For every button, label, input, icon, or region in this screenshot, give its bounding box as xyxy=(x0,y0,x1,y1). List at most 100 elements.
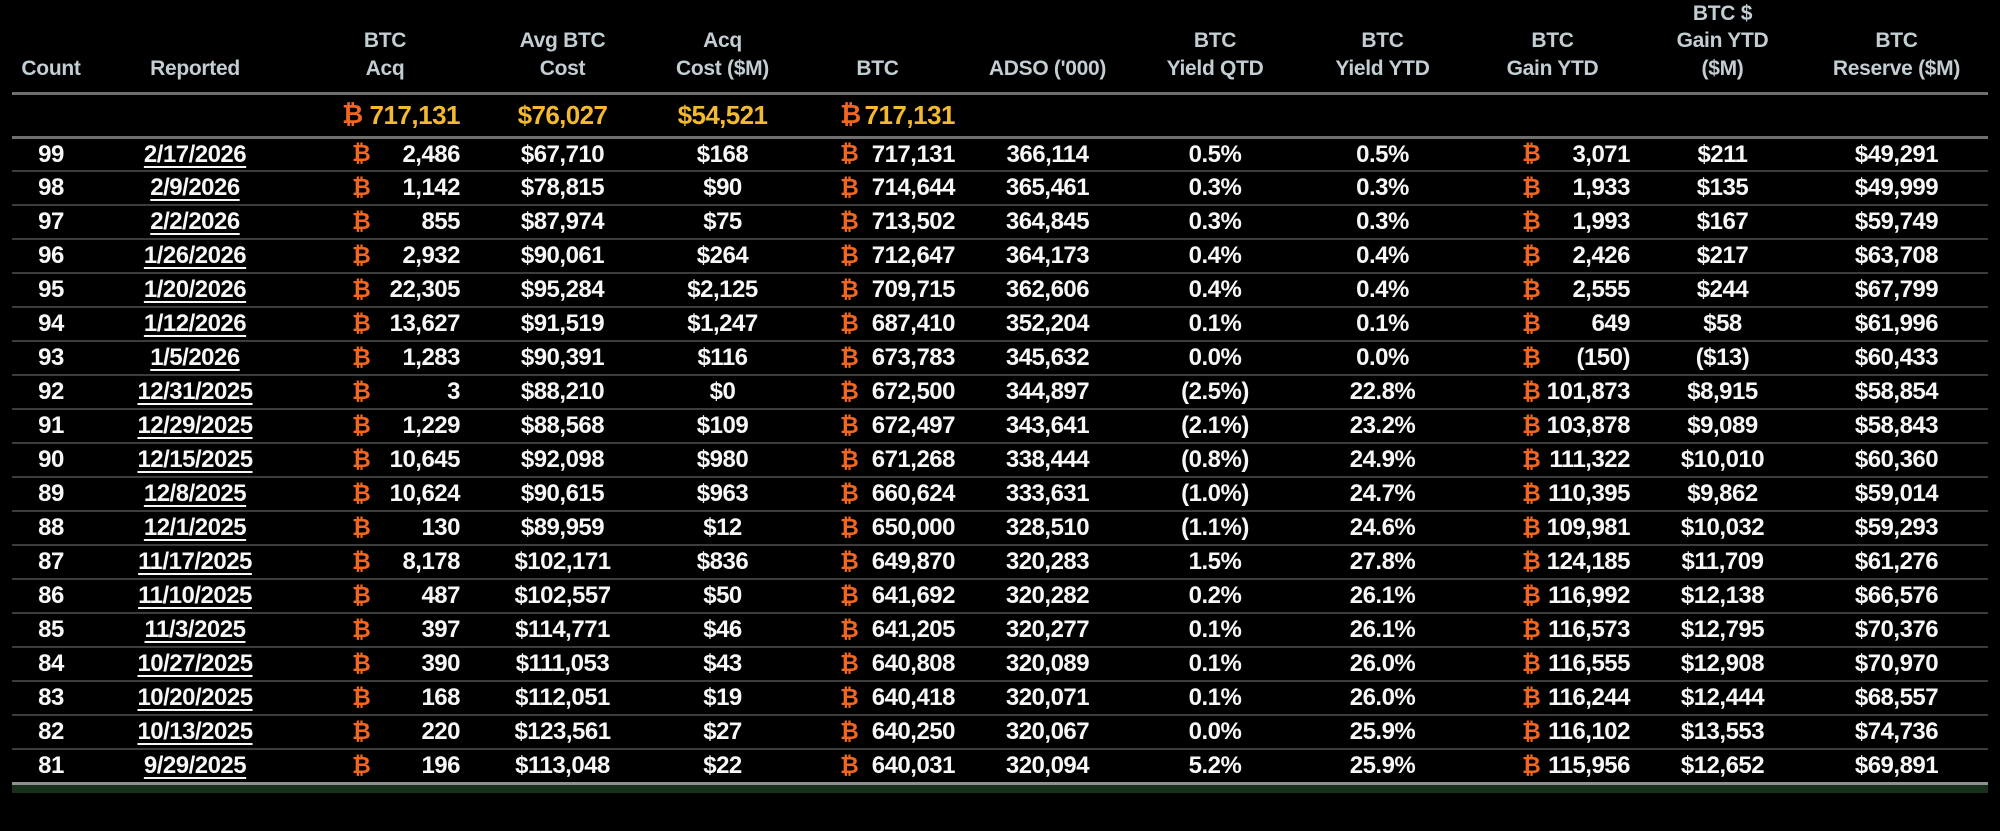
reported-cell: 11/10/2025 xyxy=(90,579,300,615)
yield-qtd-value: 0.4% xyxy=(1188,276,1242,304)
adso-value: 320,071 xyxy=(1005,684,1090,712)
reported-date-link[interactable]: 1/20/2026 xyxy=(143,276,247,304)
count-value: 91 xyxy=(38,412,64,440)
acq-cost-value: $963 xyxy=(696,480,749,508)
gain-ytd-usd-value: $10,010 xyxy=(1680,446,1765,474)
btc-acq-cell: ₿ 1,142 xyxy=(300,171,470,207)
yield-ytd-value: 25.9% xyxy=(1349,718,1416,746)
reserve-value: $61,276 xyxy=(1854,548,1939,576)
avg-btc-cost-cell: $95,284 xyxy=(470,273,655,309)
adso-cell: 320,067 xyxy=(965,715,1130,751)
btc-acq-cell: ₿ 10,645 xyxy=(300,443,470,479)
btc-icon: ₿ xyxy=(1522,174,1541,201)
gain-ytd-cell: ₿ 116,992 xyxy=(1465,579,1640,615)
reported-date-link[interactable]: 12/15/2025 xyxy=(137,446,253,474)
yield-ytd-value: 0.3% xyxy=(1356,208,1409,236)
btc-total-value: 672,497 xyxy=(871,412,956,440)
reported-date-link[interactable]: 1/12/2026 xyxy=(143,310,247,338)
gain-ytd-usd-cell: $9,862 xyxy=(1640,477,1805,513)
btc-total-cell: ₿ 640,250 xyxy=(790,715,965,751)
adso-cell: 328,510 xyxy=(965,511,1130,547)
column-header-label: BTC Reserve ($M) xyxy=(1832,29,1961,80)
reported-cell: 11/3/2025 xyxy=(90,613,300,649)
reserve-value: $60,360 xyxy=(1854,446,1939,474)
btc-total-value: 709,715 xyxy=(871,276,956,304)
gain-ytd-usd-cell: $217 xyxy=(1640,239,1805,275)
reported-date-link[interactable]: 1/5/2026 xyxy=(150,344,240,372)
btc-icon: ₿ xyxy=(1522,752,1541,779)
btc-icon: ₿ xyxy=(840,480,859,507)
btc-icon: ₿ xyxy=(1522,650,1541,677)
reported-date-link[interactable]: 12/8/2025 xyxy=(143,480,247,508)
summary-btc-total-cell: ₿ 717,131 xyxy=(790,93,965,139)
btc-icon: ₿ xyxy=(840,718,859,745)
yield-ytd-value: 24.9% xyxy=(1349,446,1416,474)
reported-date-link[interactable]: 2/17/2026 xyxy=(143,140,247,168)
reported-date-link[interactable]: 11/17/2025 xyxy=(138,548,252,576)
count-cell: 93 xyxy=(12,341,90,377)
btc-total-value: 649,870 xyxy=(871,548,956,576)
yield-ytd-value: 23.2% xyxy=(1349,412,1416,440)
reported-date-link[interactable]: 1/26/2026 xyxy=(143,242,247,270)
column-header-gain_ytd_m: BTC $ Gain YTD ($M) xyxy=(1640,0,1805,95)
reported-date-link[interactable]: 12/29/2025 xyxy=(137,412,253,440)
count-cell: 89 xyxy=(12,477,90,513)
yield-qtd-value: (1.0%) xyxy=(1181,480,1249,508)
reported-date-link[interactable]: 12/31/2025 xyxy=(137,378,253,406)
table-row: 90 12/15/2025 ₿ 10,645 $92,098 $980 ₿ 67… xyxy=(12,443,1988,479)
count-value: 88 xyxy=(38,514,64,542)
table-row: 82 10/13/2025 ₿ 220 $123,561 $27 ₿ 640,2… xyxy=(12,715,1988,751)
yield-ytd-cell: 0.3% xyxy=(1300,205,1465,241)
reported-date-link[interactable]: 10/20/2025 xyxy=(137,684,253,712)
reported-date-link[interactable]: 10/27/2025 xyxy=(137,650,253,678)
acq-cost-cell: $168 xyxy=(655,137,790,173)
yield-ytd-value: 0.4% xyxy=(1356,242,1409,270)
acq-cost-value: $46 xyxy=(703,616,742,644)
yield-ytd-cell: 26.0% xyxy=(1300,681,1465,717)
btc-icon: ₿ xyxy=(352,412,371,439)
reported-cell: 9/29/2025 xyxy=(90,749,300,785)
btc-icon: ₿ xyxy=(1522,276,1541,303)
acq-cost-cell: $0 xyxy=(655,375,790,411)
reported-cell: 1/26/2026 xyxy=(90,239,300,275)
reported-date-link[interactable]: 12/1/2025 xyxy=(143,514,247,542)
btc-acq-cell: ₿ 13,627 xyxy=(300,307,470,343)
acq-cost-cell: $836 xyxy=(655,545,790,581)
reported-date-link[interactable]: 11/3/2025 xyxy=(144,616,246,644)
btc-icon: ₿ xyxy=(352,242,371,269)
avg-btc-cost-cell: $114,771 xyxy=(470,613,655,649)
column-header-gain_ytd: BTC Gain YTD xyxy=(1465,0,1640,95)
adso-value: 366,114 xyxy=(1006,140,1089,168)
gain-ytd-cell: ₿ 116,555 xyxy=(1465,647,1640,683)
reported-date-link[interactable]: 9/29/2025 xyxy=(143,752,247,780)
yield-ytd-value: 27.8% xyxy=(1349,548,1416,576)
yield-ytd-value: 22.8% xyxy=(1349,378,1416,406)
count-cell: 81 xyxy=(12,749,90,785)
yield-qtd-cell: 0.2% xyxy=(1130,579,1300,615)
yield-ytd-cell: 0.3% xyxy=(1300,171,1465,207)
avg-btc-cost-cell: $91,519 xyxy=(470,307,655,343)
btc-icon: ₿ xyxy=(352,650,371,677)
gain-ytd-cell: ₿ 124,185 xyxy=(1465,545,1640,581)
reported-date-link[interactable]: 2/9/2026 xyxy=(150,174,240,202)
count-value: 81 xyxy=(38,752,64,780)
reserve-cell: $58,854 xyxy=(1805,375,1988,411)
reserve-value: $58,854 xyxy=(1854,378,1939,406)
gain-ytd-usd-value: $10,032 xyxy=(1680,514,1765,542)
adso-value: 338,444 xyxy=(1005,446,1090,474)
btc-total-value: 640,031 xyxy=(871,752,956,780)
yield-qtd-cell: 0.0% xyxy=(1130,341,1300,377)
reserve-value: $59,749 xyxy=(1854,208,1939,236)
reported-date-link[interactable]: 10/13/2025 xyxy=(137,718,253,746)
yield-qtd-cell: (1.0%) xyxy=(1130,477,1300,513)
adso-cell: 352,204 xyxy=(965,307,1130,343)
acq-cost-value: $12 xyxy=(703,514,742,542)
count-cell: 95 xyxy=(12,273,90,309)
reported-date-link[interactable]: 11/10/2025 xyxy=(138,582,252,610)
btc-total-cell: ₿ 640,418 xyxy=(790,681,965,717)
btc-total-cell: ₿ 660,624 xyxy=(790,477,965,513)
acq-cost-value: $264 xyxy=(696,242,749,270)
reported-date-link[interactable]: 2/2/2026 xyxy=(150,208,240,236)
summary-btc-acq-cell: ₿ 717,131 xyxy=(300,93,470,139)
reserve-cell: $61,276 xyxy=(1805,545,1988,581)
